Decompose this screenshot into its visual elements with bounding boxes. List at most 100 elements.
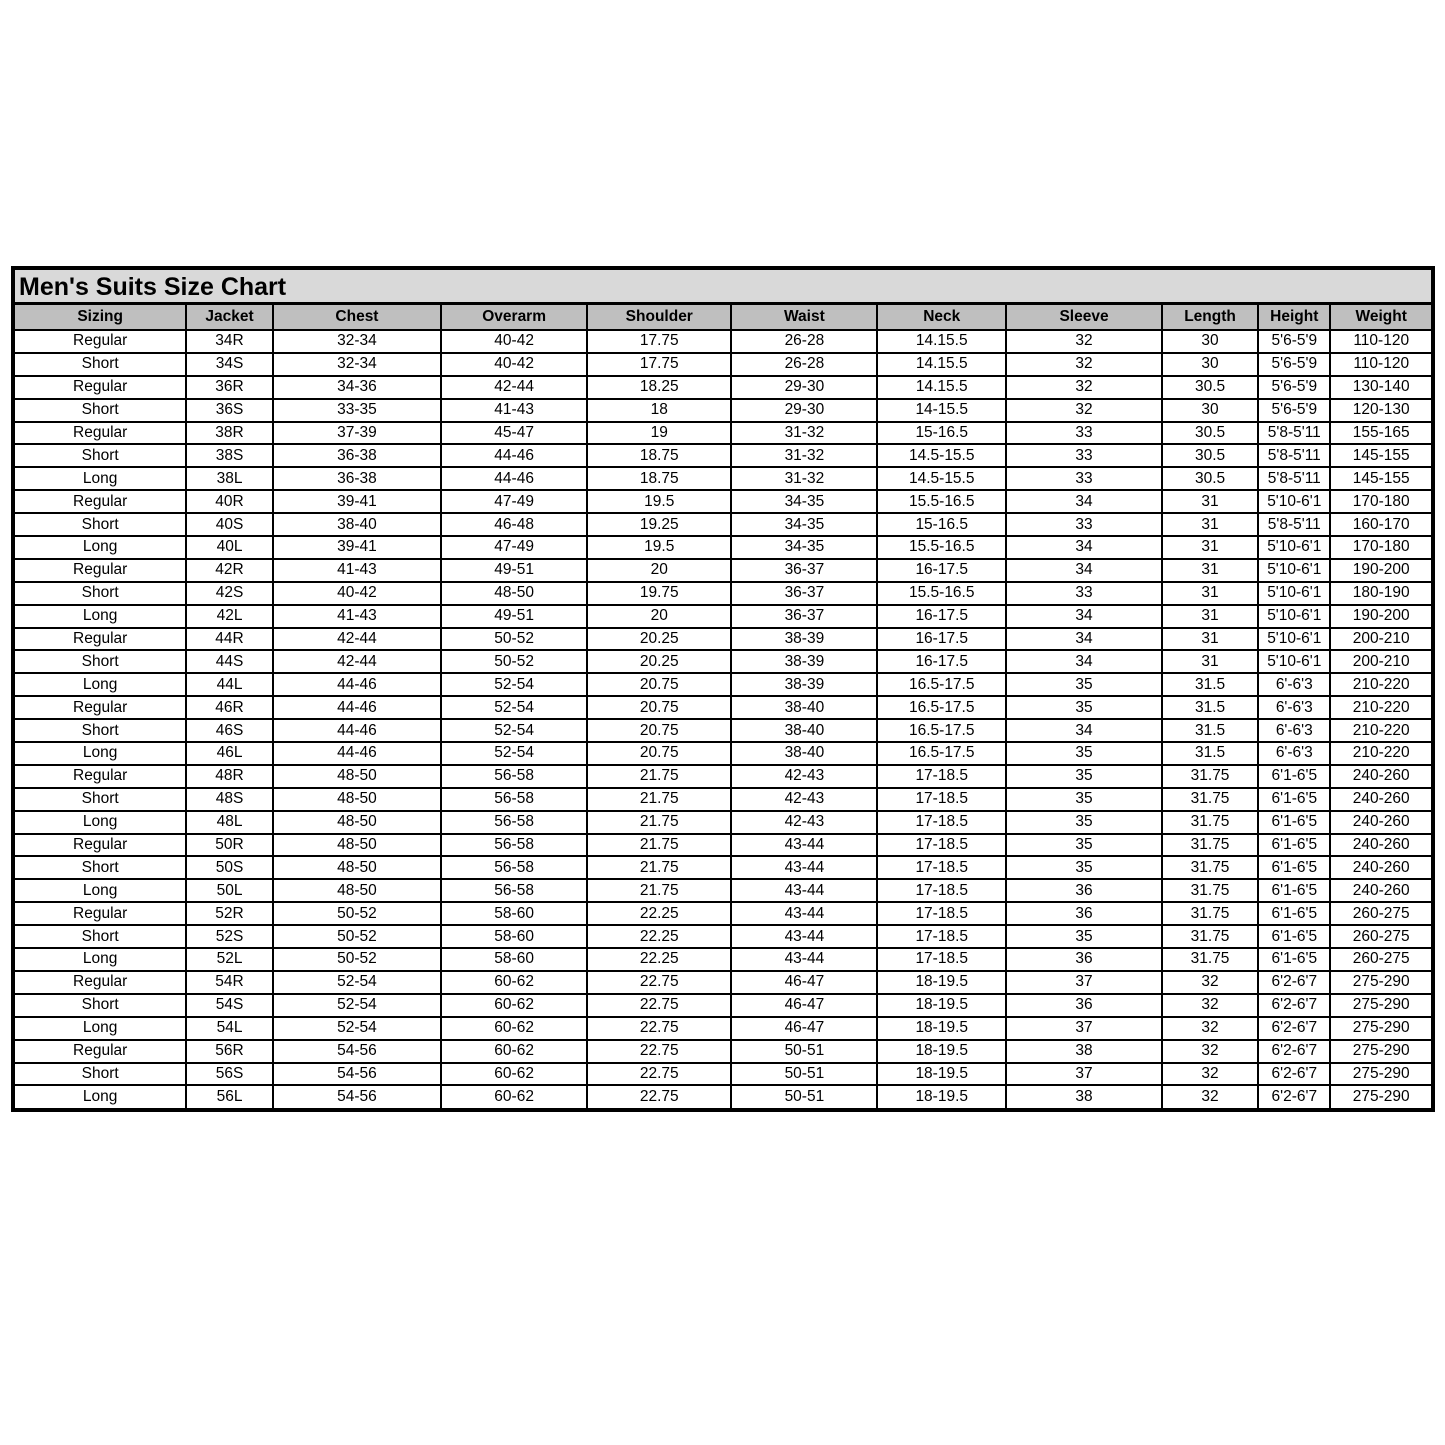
table-row-50R: Regular 50R 48-50 56-58 21.75 43-44 17-18.5 35 3… [15, 832, 1431, 858]
cell-weight: 145-155 [1329, 443, 1431, 469]
cell-overarm: 56-58 [440, 786, 589, 812]
cell-overarm: 60-62 [440, 1015, 589, 1041]
cell-neck: 14-15.5 [876, 397, 1008, 423]
cell-overarm: 41-43 [440, 397, 589, 423]
cell-chest: 32-34 [271, 329, 443, 354]
cell-chest: 54-56 [271, 1084, 443, 1109]
cell-waist: 29-30 [730, 397, 879, 423]
cell-overarm: 60-62 [440, 992, 589, 1018]
cell-waist: 38-39 [730, 672, 879, 698]
table-row-38L: Long 38L 36-38 44-46 18.75 31-32 14.5-15.5 33 30… [15, 466, 1431, 492]
cell-sleeve: 32 [1005, 351, 1163, 377]
cell-sleeve: 35 [1005, 763, 1163, 789]
column-header-length: Length [1160, 305, 1260, 331]
cell-overarm: 42-44 [440, 374, 589, 400]
cell-overarm: 56-58 [440, 809, 589, 835]
cell-jacket: 40L [185, 535, 274, 560]
cell-jacket: 50L [185, 878, 274, 904]
cell-overarm: 40-42 [440, 351, 589, 377]
cell-neck: 18-19.5 [876, 1084, 1008, 1109]
cell-sizing: Regular [15, 557, 188, 583]
cell-sizing: Regular [15, 626, 188, 652]
table-row-36S: Short 36S 33-35 41-43 18 29-30 14-15.5 32 30 5'6-… [15, 397, 1431, 423]
cell-overarm: 44-46 [440, 443, 589, 469]
cell-length: 32 [1160, 969, 1260, 995]
cell-overarm: 47-49 [440, 535, 589, 560]
cell-sizing: Short [15, 855, 188, 881]
cell-sleeve: 35 [1005, 924, 1163, 950]
cell-neck: 17-18.5 [876, 832, 1008, 858]
cell-neck: 18-19.5 [876, 1061, 1008, 1087]
cell-sizing: Short [15, 351, 188, 377]
cell-overarm: 60-62 [440, 969, 589, 995]
cell-chest: 36-38 [271, 443, 443, 469]
cell-overarm: 52-54 [440, 695, 589, 721]
cell-chest: 41-43 [271, 603, 443, 629]
cell-chest: 48-50 [271, 832, 443, 858]
cell-sleeve: 38 [1005, 1038, 1163, 1064]
table-row-34R: Regular 34R 32-34 40-42 17.75 26-28 14.15.5 32 3… [15, 329, 1431, 354]
cell-sizing: Regular [15, 695, 188, 721]
cell-shoulder: 20 [586, 557, 733, 583]
cell-weight: 260-275 [1329, 947, 1431, 972]
cell-chest: 52-54 [271, 992, 443, 1018]
cell-waist: 43-44 [730, 832, 879, 858]
cell-overarm: 49-51 [440, 557, 589, 583]
cell-height: 6'-6'3 [1257, 672, 1332, 698]
cell-waist: 26-28 [730, 329, 879, 354]
cell-height: 6'2-6'7 [1257, 1084, 1332, 1109]
cell-sleeve: 32 [1005, 329, 1163, 354]
cell-sizing: Long [15, 466, 188, 492]
cell-length: 31 [1160, 557, 1260, 583]
table-row-40L: Long 40L 39-41 47-49 19.5 34-35 15.5-16.5 34 31 5… [15, 535, 1431, 560]
cell-waist: 46-47 [730, 992, 879, 1018]
cell-jacket: 50R [185, 832, 274, 858]
cell-sleeve: 34 [1005, 626, 1163, 652]
cell-overarm: 58-60 [440, 901, 589, 927]
cell-chest: 50-52 [271, 947, 443, 972]
cell-sizing: Regular [15, 489, 188, 515]
table-row-56S: Short 56S 54-56 60-62 22.75 50-51 18-19.5 37 32 6… [15, 1061, 1431, 1087]
cell-sleeve: 34 [1005, 535, 1163, 560]
cell-jacket: 46L [185, 741, 274, 766]
table-row-54S: Short 54S 52-54 60-62 22.75 46-47 18-19.5 36 32 6… [15, 992, 1431, 1018]
cell-shoulder: 18.25 [586, 374, 733, 400]
cell-overarm: 52-54 [440, 672, 589, 698]
cell-neck: 15.5-16.5 [876, 580, 1008, 606]
cell-sizing: Long [15, 878, 188, 904]
cell-length: 30 [1160, 351, 1260, 377]
chart-title: Men's Suits Size Chart [15, 270, 1431, 305]
table-row-52R: Regular 52R 50-52 58-60 22.25 43-44 17-18.5 36 3… [15, 901, 1431, 927]
cell-jacket: 50S [185, 855, 274, 881]
cell-shoulder: 22.75 [586, 1061, 733, 1087]
cell-weight: 210-220 [1329, 718, 1431, 744]
cell-weight: 260-275 [1329, 901, 1431, 927]
cell-weight: 210-220 [1329, 672, 1431, 698]
cell-jacket: 34S [185, 351, 274, 377]
cell-sizing: Short [15, 924, 188, 950]
cell-sleeve: 37 [1005, 1015, 1163, 1041]
table-row-40R: Regular 40R 39-41 47-49 19.5 34-35 15.5-16.5 34… [15, 489, 1431, 515]
cell-overarm: 50-52 [440, 649, 589, 675]
cell-neck: 15-16.5 [876, 420, 1008, 446]
cell-shoulder: 17.75 [586, 329, 733, 354]
cell-length: 31 [1160, 626, 1260, 652]
table-row-48S: Short 48S 48-50 56-58 21.75 42-43 17-18.5 35 31.… [15, 786, 1431, 812]
cell-length: 32 [1160, 1015, 1260, 1041]
cell-height: 5'8-5'11 [1257, 420, 1332, 446]
cell-weight: 210-220 [1329, 695, 1431, 721]
cell-chest: 50-52 [271, 924, 443, 950]
cell-height: 6'1-6'5 [1257, 924, 1332, 950]
table-head: Sizing Jacket Chest Overarm Shoulder Waist Nec… [15, 305, 1431, 331]
cell-sleeve: 35 [1005, 672, 1163, 698]
cell-weight: 275-290 [1329, 1061, 1431, 1087]
cell-height: 6'2-6'7 [1257, 1015, 1332, 1041]
cell-chest: 38-40 [271, 512, 443, 538]
table-row-44R: Regular 44R 42-44 50-52 20.25 38-39 16-17.5 34 3… [15, 626, 1431, 652]
cell-shoulder: 18.75 [586, 443, 733, 469]
cell-sizing: Long [15, 672, 188, 698]
cell-length: 30.5 [1160, 443, 1260, 469]
cell-chest: 44-46 [271, 672, 443, 698]
cell-jacket: 36R [185, 374, 274, 400]
cell-sizing: Regular [15, 329, 188, 354]
